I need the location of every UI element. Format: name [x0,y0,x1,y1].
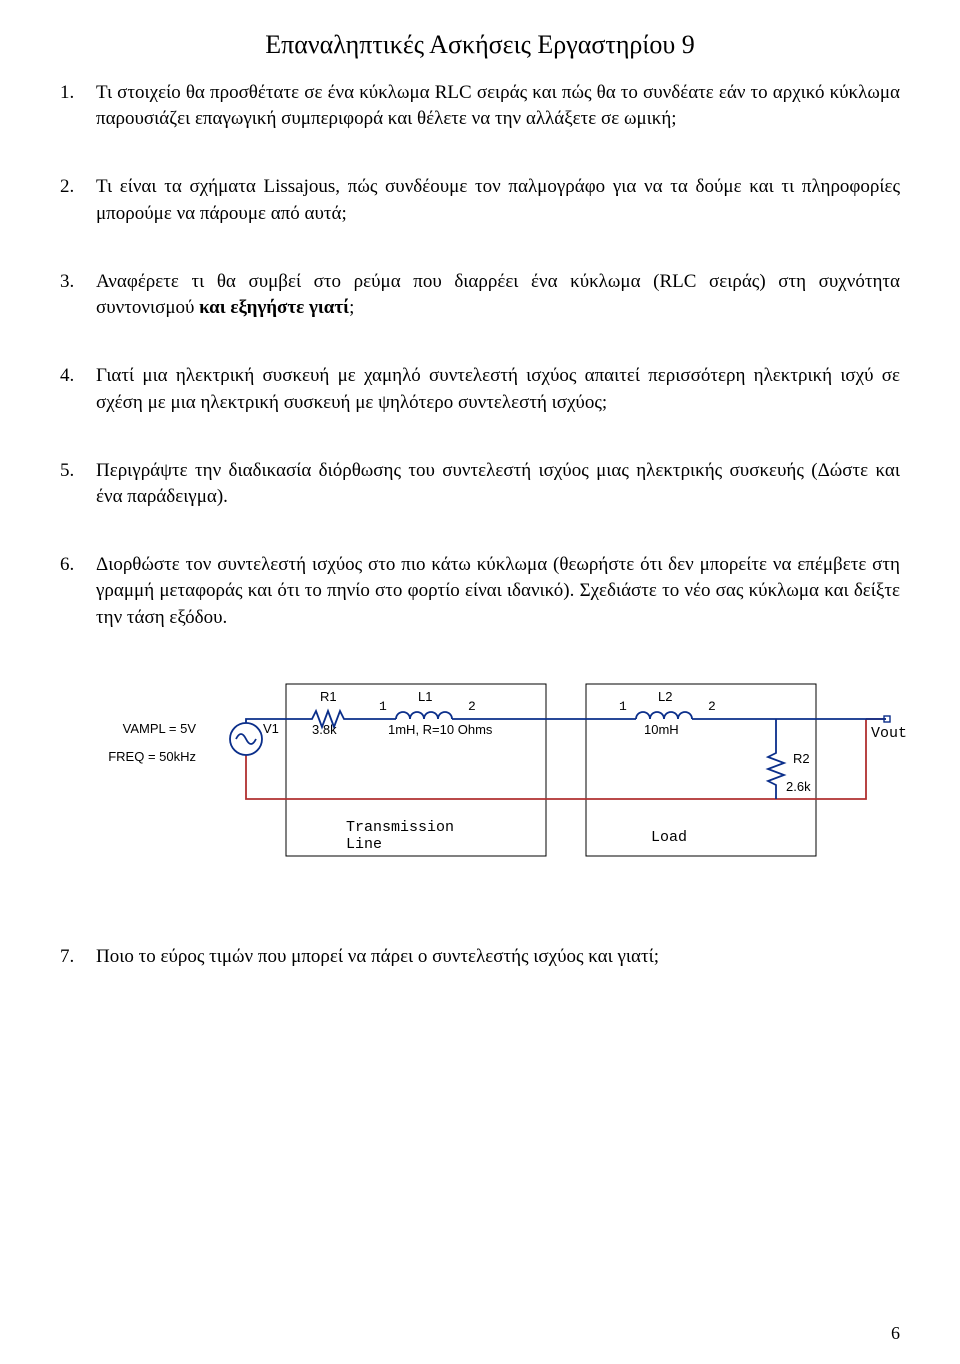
question-3: 3. Αναφέρετε τι θα συμβεί στο ρεύμα που … [60,269,900,321]
l1-name: L1 [418,689,432,704]
q-number: 3. [60,269,96,321]
page-title: Επαναληπτικές Ασκήσεις Εργαστηρίου 9 [60,30,900,60]
question-7: 7. Ποιο το εύρος τιμών που μπορεί να πάρ… [60,944,900,970]
q-text-after: ; [349,297,354,318]
r1-name: R1 [320,689,337,704]
r2-name: R2 [793,751,810,766]
q-number: 1. [60,80,96,132]
page-number: 6 [891,1323,900,1344]
q-number: 7. [60,944,96,970]
l1-pin2: 2 [468,699,476,714]
transmission-label: Transmission Line [346,819,454,853]
l1-value: 1mH, R=10 Ohms [388,722,492,737]
l2-name: L2 [658,689,672,704]
q-text: Περιγράψτε την διαδικασία διόρθωσης του … [96,458,900,510]
q-text: Ποιο το εύρος τιμών που μπορεί να πάρει … [96,944,900,970]
circuit-svg [96,659,916,889]
question-5: 5. Περιγράψτε την διαδικασία διόρθωσης τ… [60,458,900,510]
question-6: 6. Διορθώστε τον συντελεστή ισχύος στο π… [60,552,900,631]
r1-value: 3.8k [312,722,337,737]
l2-value: 10mH [644,722,679,737]
question-2: 2. Τι είναι τα σχήματα Lissajous, πώς συ… [60,174,900,226]
vampl-label: VAMPL = 5V [86,721,196,736]
l1-pin1: 1 [379,699,387,714]
question-1: 1. Τι στοιχείο θα προσθέτατε σε ένα κύκλ… [60,80,900,132]
q-text-bold: και εξηγήστε γιατί [199,297,349,318]
q-number: 6. [60,552,96,631]
l2-pin2: 2 [708,699,716,714]
q-text: Διορθώστε τον συντελεστή ισχύος στο πιο … [96,552,900,631]
vout-label: Vout [871,725,907,742]
freq-label: FREQ = 50kHz [86,749,196,764]
load-label: Load [651,829,687,846]
q-text: Αναφέρετε τι θα συμβεί στο ρεύμα που δια… [96,269,900,321]
q-number: 5. [60,458,96,510]
q-text: Γιατί μια ηλεκτρική συσκευή με χαμηλό συ… [96,363,900,415]
v1-label: V1 [263,721,279,736]
q-number: 2. [60,174,96,226]
circuit-diagram: VAMPL = 5V FREQ = 50kHz V1 R1 3.8k L1 1 … [96,659,916,889]
q-number: 4. [60,363,96,415]
question-4: 4. Γιατί μια ηλεκτρική συσκευή με χαμηλό… [60,363,900,415]
q-text: Τι είναι τα σχήματα Lissajous, πώς συνδέ… [96,174,900,226]
q-text: Τι στοιχείο θα προσθέτατε σε ένα κύκλωμα… [96,80,900,132]
r2-value: 2.6k [786,779,811,794]
l2-pin1: 1 [619,699,627,714]
